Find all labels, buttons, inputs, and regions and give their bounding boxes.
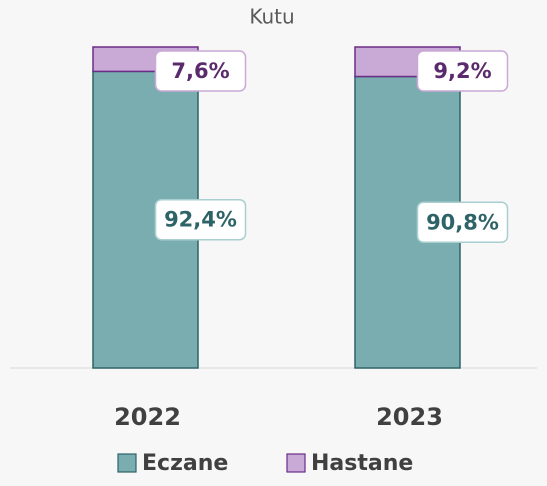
x-tick-label: 2022	[114, 403, 181, 431]
value-label-box	[416, 201, 509, 244]
legend-swatch	[286, 453, 306, 473]
value-label-box	[154, 198, 247, 241]
x-tick-label: 2023	[376, 403, 443, 431]
value-label: 7,6%	[171, 59, 229, 83]
value-label: 92,4%	[164, 208, 237, 232]
value-label-box	[416, 50, 509, 92]
legend-label: Eczane	[142, 451, 228, 476]
value-label-box	[154, 50, 247, 92]
value-label: 90,8%	[426, 210, 499, 234]
chart-title: Kutu	[249, 5, 294, 29]
legend-swatch	[117, 453, 137, 473]
value-label: 9,2%	[433, 59, 491, 83]
legend-label: Hastane	[311, 451, 413, 476]
